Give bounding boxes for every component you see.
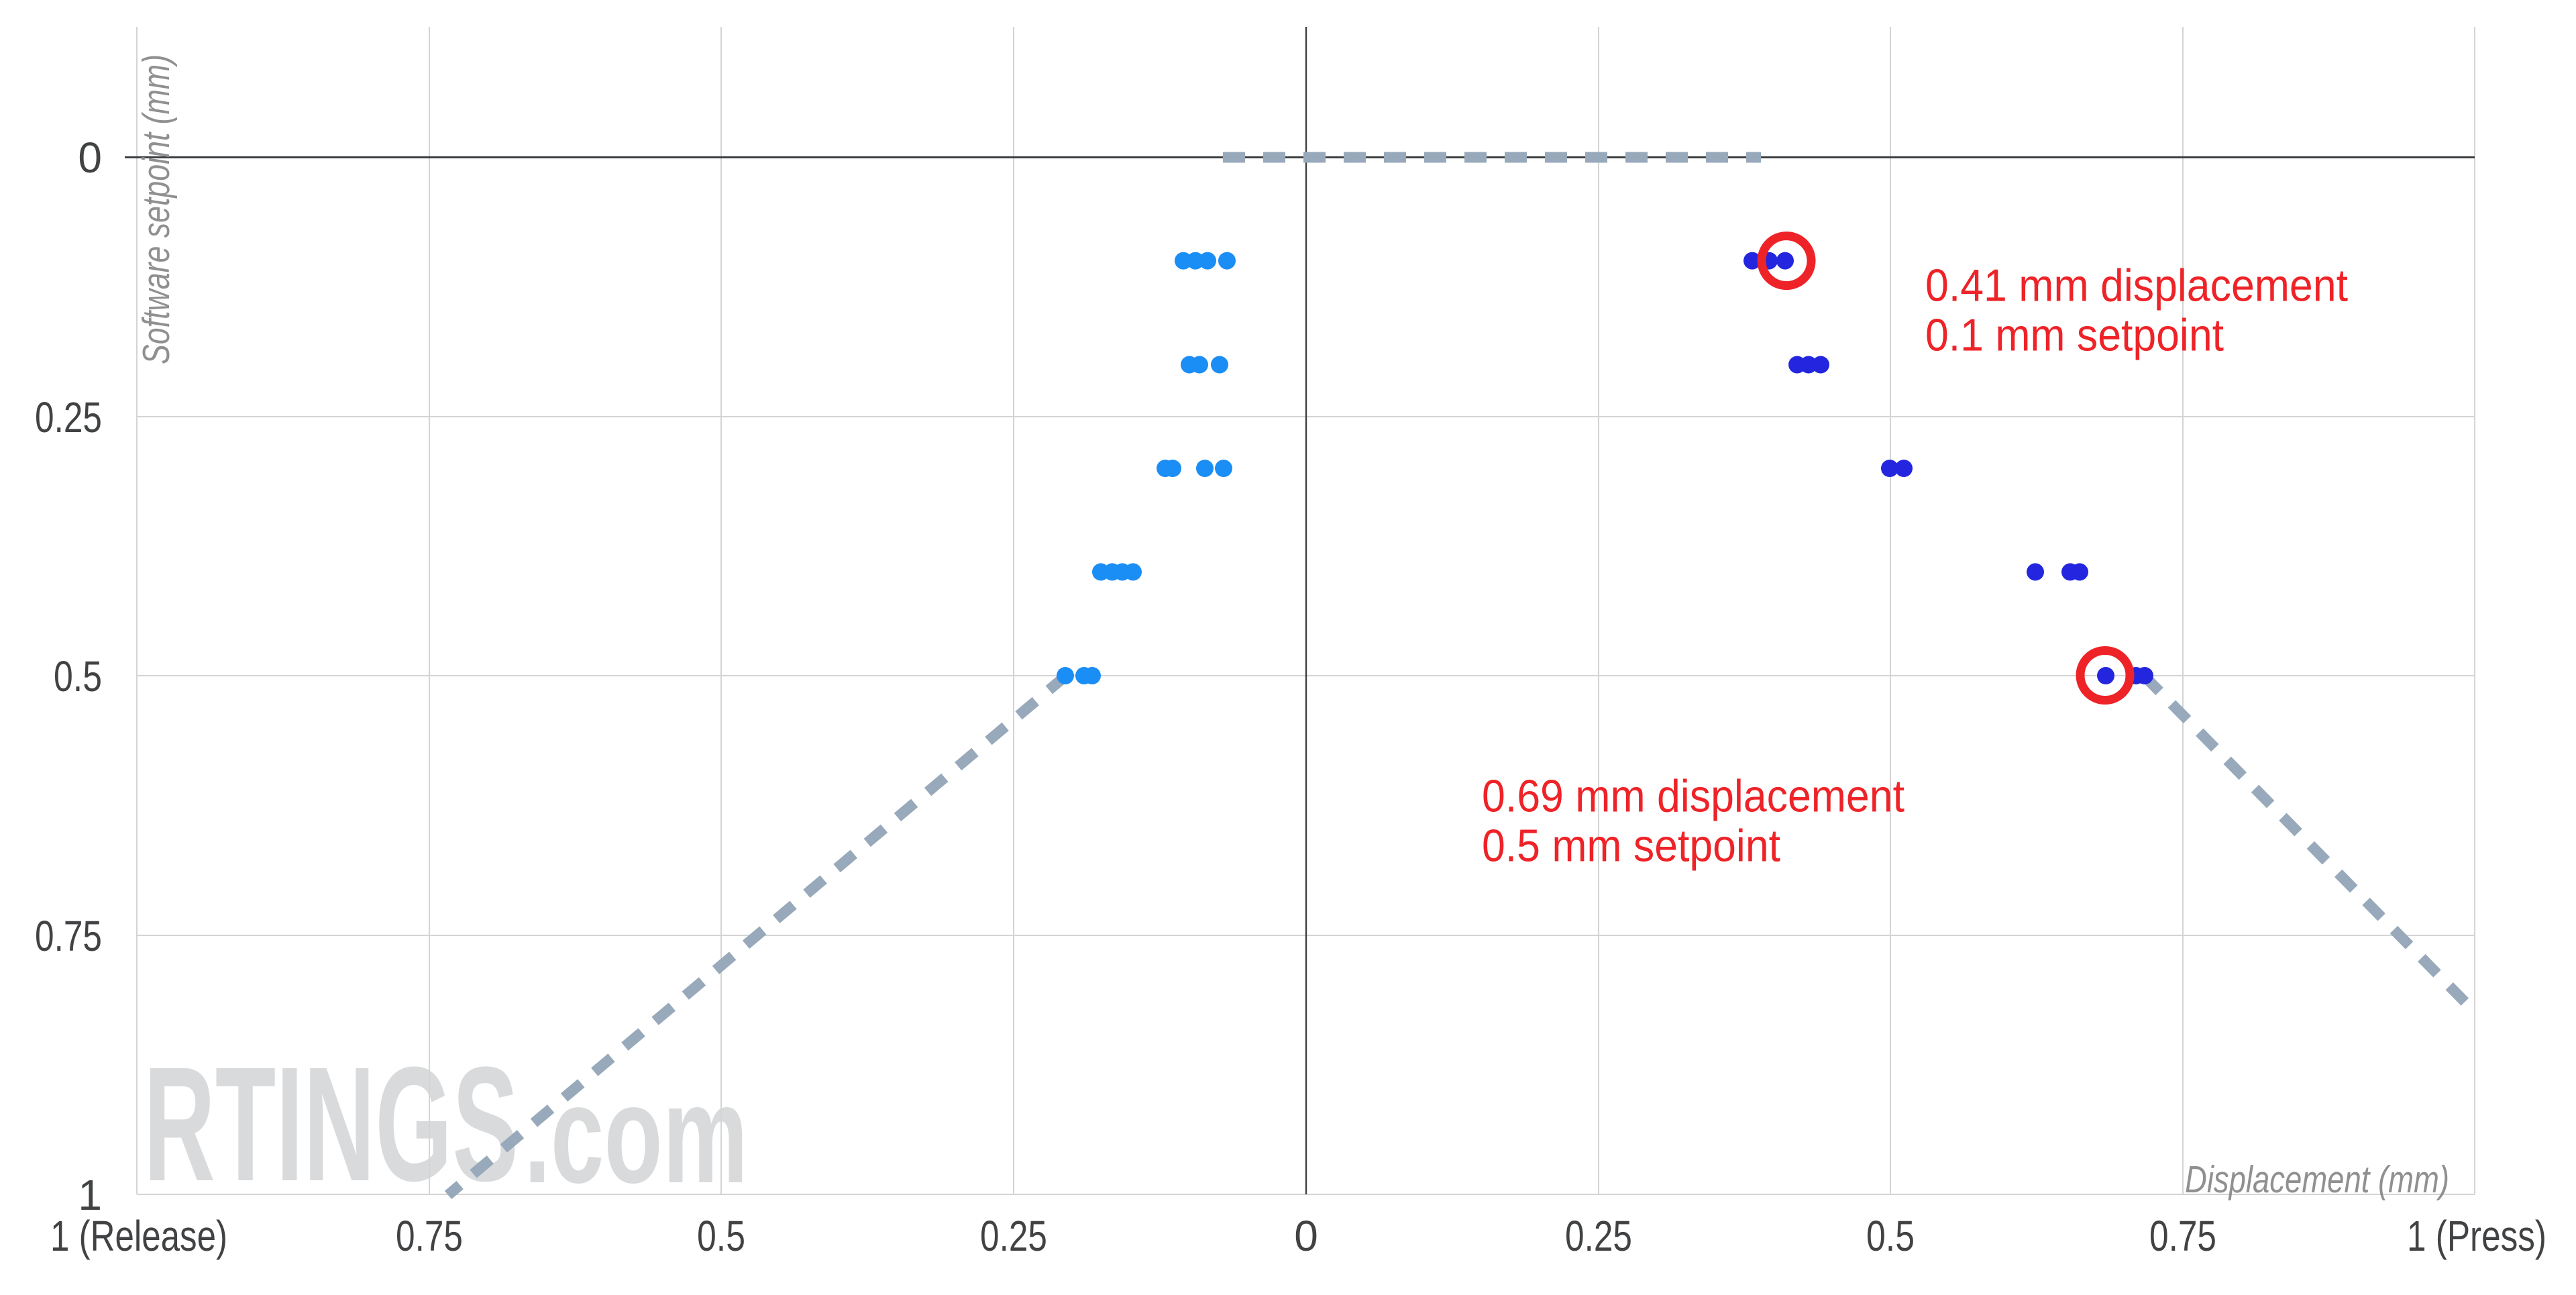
svg-text:.com: .com [524, 1057, 748, 1212]
svg-text:0: 0 [78, 134, 102, 182]
svg-text:0.69 mm displacement: 0.69 mm displacement [1482, 770, 1904, 821]
svg-text:0.75: 0.75 [2149, 1212, 2216, 1260]
svg-text:0.5: 0.5 [54, 652, 102, 701]
svg-text:0: 0 [1294, 1212, 1318, 1260]
svg-text:0.75: 0.75 [35, 912, 102, 960]
svg-text:Displacement (mm): Displacement (mm) [2185, 1158, 2449, 1201]
svg-text:1: 1 [78, 1171, 102, 1219]
svg-text:1 (Press): 1 (Press) [2407, 1212, 2546, 1260]
svg-text:0.5 mm setpoint: 0.5 mm setpoint [1482, 820, 1780, 871]
svg-text:0.1 mm setpoint: 0.1 mm setpoint [1925, 310, 2224, 361]
svg-text:0.25: 0.25 [980, 1212, 1047, 1260]
svg-text:0.5: 0.5 [697, 1212, 745, 1260]
svg-text:1 (Release): 1 (Release) [50, 1212, 227, 1260]
svg-text:Software setpoint (mm): Software setpoint (mm) [135, 54, 178, 364]
svg-text:0.25: 0.25 [35, 393, 102, 442]
svg-text:0.75: 0.75 [396, 1212, 463, 1260]
svg-text:0.25: 0.25 [1565, 1212, 1632, 1260]
svg-text:0.5: 0.5 [1866, 1212, 1915, 1260]
svg-text:0.41 mm displacement: 0.41 mm displacement [1925, 260, 2348, 311]
